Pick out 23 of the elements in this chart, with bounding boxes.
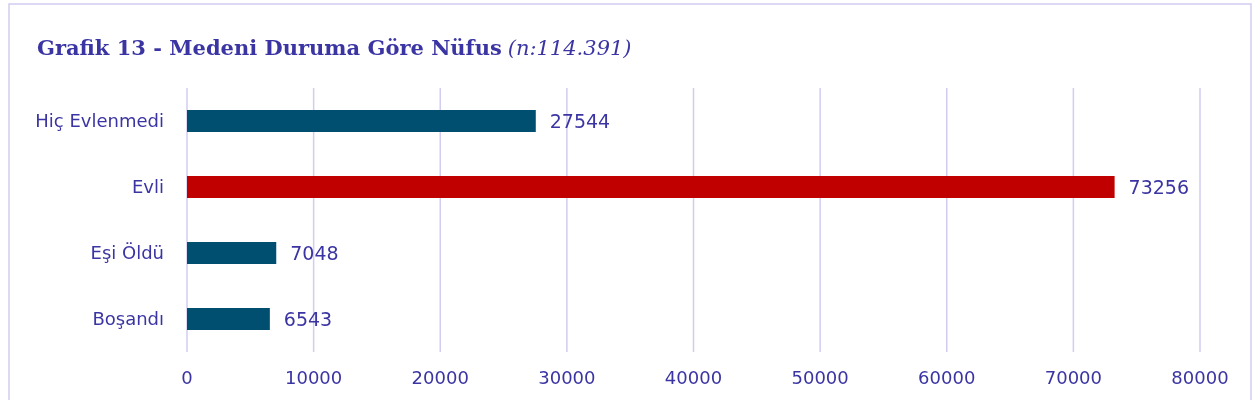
x-tick-label: 60000	[918, 367, 976, 389]
x-tick-label: 20000	[411, 367, 469, 389]
y-tick-label: Boşandı	[92, 308, 164, 330]
data-label: 73256	[1128, 175, 1190, 198]
data-label: 6543	[283, 307, 333, 330]
bar	[187, 308, 270, 330]
bar	[187, 242, 277, 264]
x-tick-label: 50000	[791, 367, 849, 389]
chart-title: Grafik 13 - Medeni Duruma Göre Nüfus	[37, 35, 502, 60]
y-tick-label: Hiç Evlenmedi	[35, 110, 164, 132]
y-tick-label: Evli	[131, 176, 164, 198]
x-tick-label: 30000	[538, 367, 596, 389]
x-tick-label: 70000	[1044, 367, 1103, 389]
data-label: 27544	[549, 109, 611, 132]
data-label: 7048	[290, 241, 339, 264]
bar	[187, 176, 1115, 198]
y-tick-label: Eşi Öldü	[90, 242, 164, 264]
x-tick-label: 10000	[284, 367, 343, 389]
x-tick-label: 0	[181, 367, 193, 389]
chart-subtitle: (n:114.391)	[507, 36, 632, 60]
x-tick-label: 40000	[664, 367, 723, 389]
x-tick-label: 80000	[1171, 367, 1229, 389]
bar	[187, 110, 536, 132]
